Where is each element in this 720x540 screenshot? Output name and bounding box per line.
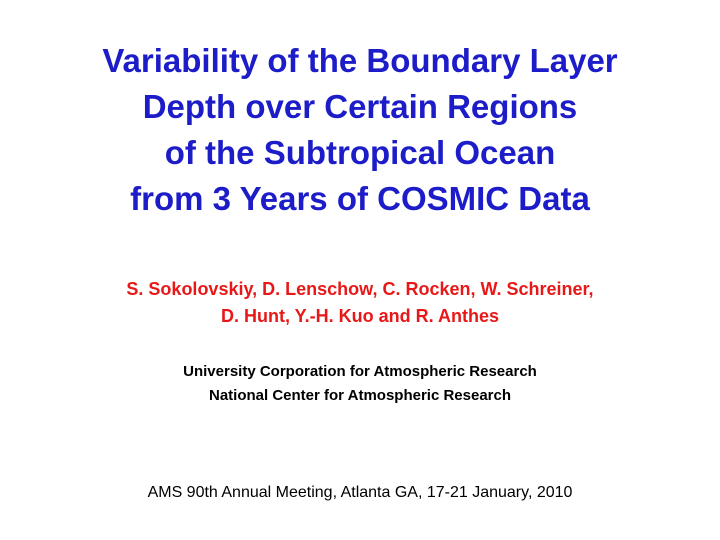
- title-line: Variability of the Boundary Layer: [102, 42, 618, 79]
- meeting-info: AMS 90th Annual Meeting, Atlanta GA, 17-…: [147, 484, 573, 501]
- author-line: D. Hunt, Y.-H. Kuo and R. Anthes: [221, 306, 499, 326]
- affiliation-line: National Center for Atmospheric Research: [208, 387, 512, 404]
- author-list: S. Sokolovskiy, D. Lenschow, C. Rocken, …: [0, 276, 720, 330]
- affiliation-list: University Corporation for Atmospheric R…: [0, 360, 720, 408]
- title-line: of the Subtropical Ocean: [164, 134, 556, 171]
- slide-title: Variability of the Boundary Layer Depth …: [0, 38, 720, 222]
- title-line: from 3 Years of COSMIC Data: [130, 180, 590, 217]
- title-line: Depth over Certain Regions: [142, 88, 578, 125]
- affiliation-line: University Corporation for Atmospheric R…: [183, 363, 537, 380]
- author-line: S. Sokolovskiy, D. Lenschow, C. Rocken, …: [126, 279, 594, 299]
